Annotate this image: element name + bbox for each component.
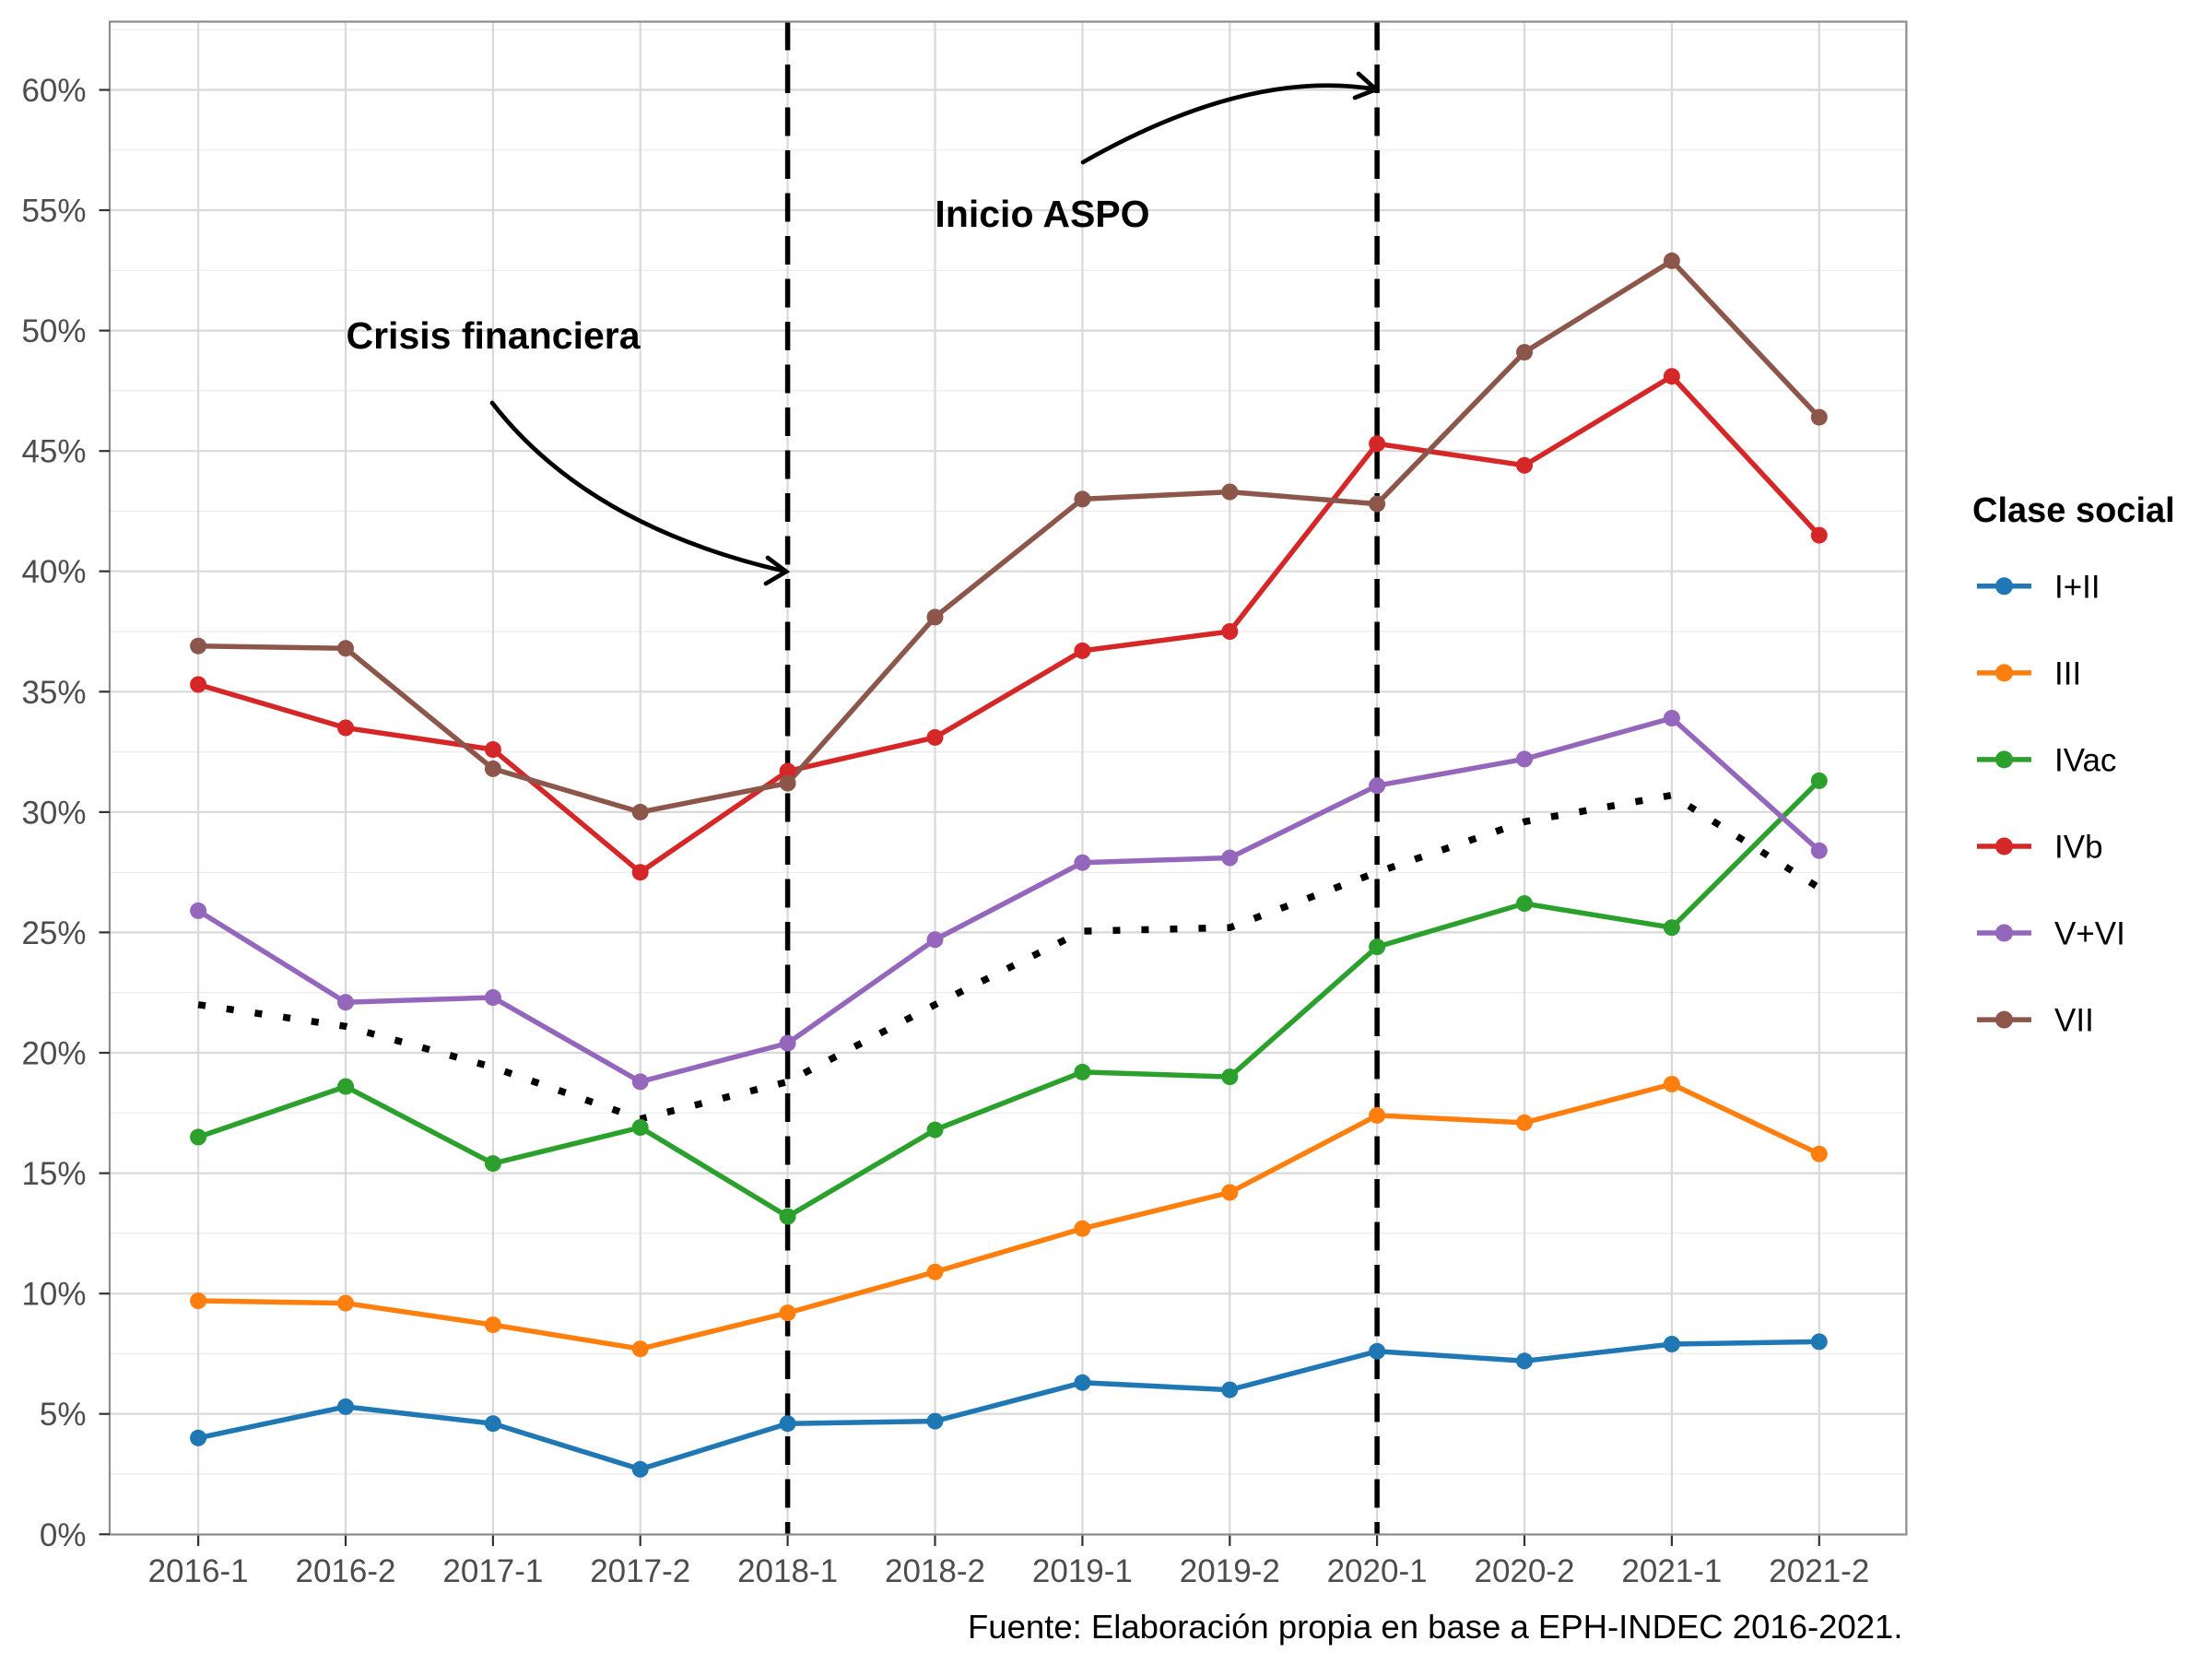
svg-text:2019-2: 2019-2 bbox=[1180, 1553, 1280, 1589]
svg-text:IVb: IVb bbox=[2054, 830, 2103, 866]
svg-text:V+VI: V+VI bbox=[2054, 916, 2125, 952]
svg-text:2021-2: 2021-2 bbox=[1769, 1553, 1869, 1589]
svg-text:45%: 45% bbox=[21, 434, 86, 470]
svg-text:2016-2: 2016-2 bbox=[296, 1553, 396, 1589]
svg-text:2020-2: 2020-2 bbox=[1475, 1553, 1575, 1589]
svg-text:2017-1: 2017-1 bbox=[442, 1553, 543, 1589]
svg-text:40%: 40% bbox=[21, 554, 86, 590]
svg-text:2021-1: 2021-1 bbox=[1621, 1553, 1722, 1589]
svg-text:25%: 25% bbox=[21, 915, 86, 951]
svg-text:2018-2: 2018-2 bbox=[885, 1553, 985, 1589]
svg-text:0%: 0% bbox=[40, 1517, 87, 1553]
svg-text:20%: 20% bbox=[21, 1036, 86, 1072]
svg-text:III: III bbox=[2054, 655, 2081, 691]
svg-text:15%: 15% bbox=[21, 1156, 86, 1192]
svg-text:2017-2: 2017-2 bbox=[590, 1553, 690, 1589]
svg-text:2018-1: 2018-1 bbox=[737, 1553, 838, 1589]
svg-text:10%: 10% bbox=[21, 1277, 86, 1313]
svg-text:35%: 35% bbox=[21, 675, 86, 711]
svg-text:Fuente: Elaboración propia en: Fuente: Elaboración propia en base a EPH… bbox=[968, 1608, 1903, 1646]
svg-text:60%: 60% bbox=[21, 73, 86, 109]
svg-text:Crisis financiera: Crisis financiera bbox=[346, 314, 641, 357]
svg-text:5%: 5% bbox=[40, 1397, 87, 1433]
svg-text:50%: 50% bbox=[21, 313, 86, 349]
svg-text:2016-1: 2016-1 bbox=[148, 1553, 249, 1589]
svg-text:30%: 30% bbox=[21, 795, 86, 831]
svg-text:IVac: IVac bbox=[2054, 742, 2116, 778]
svg-text:VII: VII bbox=[2054, 1003, 2094, 1039]
svg-text:Inicio ASPO: Inicio ASPO bbox=[935, 193, 1149, 235]
svg-text:I+II: I+II bbox=[2054, 569, 2100, 605]
svg-text:2019-1: 2019-1 bbox=[1032, 1553, 1133, 1589]
svg-text:2020-1: 2020-1 bbox=[1327, 1553, 1428, 1589]
svg-text:Clase social: Clase social bbox=[1972, 491, 2175, 530]
svg-text:55%: 55% bbox=[21, 194, 86, 230]
